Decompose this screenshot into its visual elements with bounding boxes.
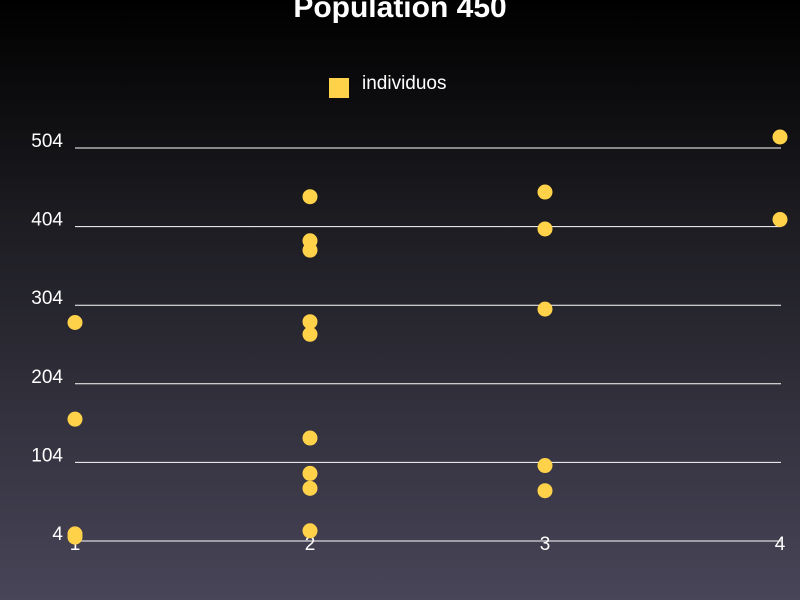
- data-point: [302, 326, 318, 342]
- data-point: [302, 465, 318, 481]
- y-tick-label: 204: [31, 367, 63, 388]
- legend: individuos: [329, 70, 447, 98]
- data-point: [772, 212, 788, 228]
- y-tick-label: 104: [31, 445, 63, 466]
- y-tick-label: 304: [31, 288, 63, 309]
- x-tick-label: 4: [775, 534, 786, 555]
- data-point: [302, 314, 318, 330]
- data-point: [302, 233, 318, 249]
- data-point: [537, 301, 553, 317]
- data-point: [537, 184, 553, 200]
- legend-label: individuos: [362, 73, 447, 94]
- data-point: [67, 314, 83, 330]
- data-point: [537, 458, 553, 474]
- y-tick-label: 4: [52, 524, 63, 545]
- data-point: [302, 189, 318, 205]
- data-point: [537, 221, 553, 237]
- data-point: [302, 480, 318, 496]
- y-tick-label: 504: [31, 131, 63, 152]
- data-points: [67, 129, 788, 545]
- gridlines: [75, 147, 781, 542]
- x-tick-label: 3: [540, 534, 551, 555]
- data-point: [67, 411, 83, 427]
- data-point: [67, 526, 83, 542]
- data-point: [772, 129, 788, 145]
- y-tick-label: 404: [31, 210, 63, 231]
- legend-swatch: [329, 78, 349, 98]
- data-point: [302, 430, 318, 446]
- chart-title: Population 450: [293, 0, 507, 24]
- x-tick-label: 2: [305, 534, 316, 555]
- data-point: [537, 483, 553, 499]
- tick-labels: 41042043044045041234: [31, 131, 785, 555]
- data-point: [302, 523, 318, 539]
